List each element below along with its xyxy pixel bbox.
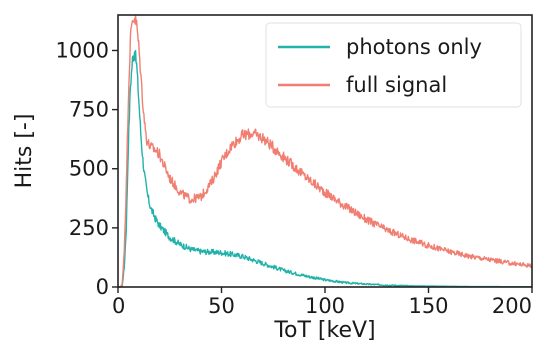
x-axis-title: ToT [keV] [273,318,375,343]
y-tick-label: 1000 [56,38,109,62]
y-tick-label: 750 [69,98,109,122]
legend-label-full-signal: full signal [346,73,447,97]
x-tick-label: 200 [492,294,532,318]
y-tick-label: 500 [69,157,109,181]
legend: photons only full signal [265,22,522,108]
x-tick-label: 0 [112,294,125,318]
y-axis-title: Hits [-] [12,114,37,189]
series-line-full-signal [117,14,533,288]
y-tick-label: 0 [96,275,109,299]
axis-ticks: 0 50 100 150 200 0 250 500 750 1000 [56,38,533,318]
x-tick-label: 50 [208,294,235,318]
y-tick-label: 250 [69,216,109,240]
x-tick-label: 150 [408,294,448,318]
x-tick-label: 100 [305,294,345,318]
legend-label-photons-only: photons only [346,35,482,59]
